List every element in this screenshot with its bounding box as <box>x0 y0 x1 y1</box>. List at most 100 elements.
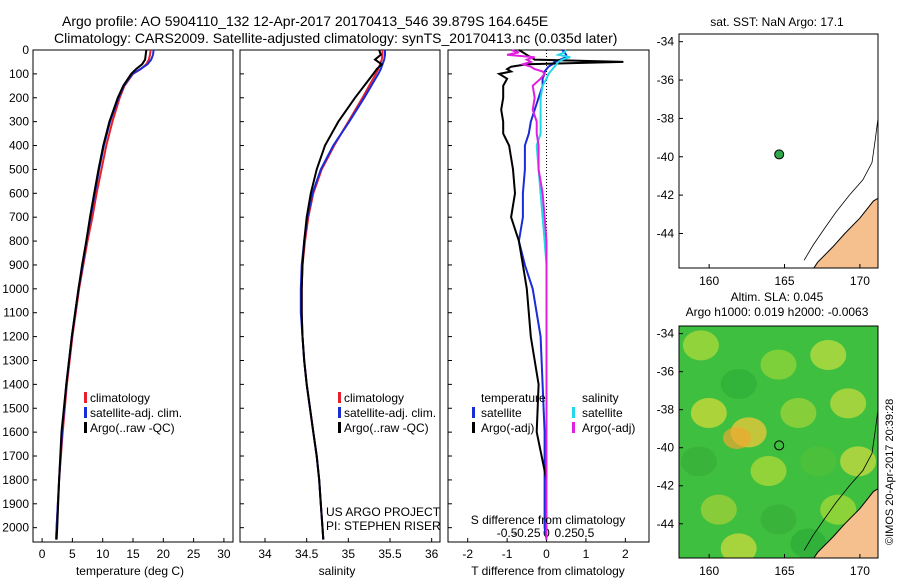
temperature-panel: 0100200300400500600700800900100011001200… <box>2 43 234 578</box>
legend-swatch-sat <box>338 407 341 418</box>
temperature-legend: climatology satellite-adj. clim. Argo(..… <box>84 391 182 435</box>
lat-tick-label: -44 <box>657 226 675 240</box>
sla-patch <box>750 456 787 486</box>
legend-s-argo: Argo(-adj) <box>582 421 635 435</box>
sla-patch <box>760 504 797 535</box>
sla-patch <box>690 398 727 428</box>
lat-tick-label: -42 <box>657 479 675 493</box>
x-tick-label: -1 <box>502 547 513 561</box>
lat-tick-label: -34 <box>657 327 675 341</box>
depth-tick-label: 1900 <box>2 497 29 511</box>
lon-tick-label: 170 <box>850 564 870 578</box>
argo-float-marker <box>774 440 785 451</box>
salinity-x-axis: 34 34.5 35 35.5 36 <box>240 49 439 561</box>
credit-project: US ARGO PROJECT <box>326 505 441 519</box>
depth-tick-label: 0 <box>22 43 29 57</box>
header-line-2: Climatology: CARS2009. Satellite-adjuste… <box>54 30 617 46</box>
legend-s-sat: satellite <box>582 406 623 420</box>
x-tick-label: 34.5 <box>295 547 319 561</box>
imos-stamp: ©IMOS 20-Apr-2017 20:39:28 <box>884 399 896 545</box>
depth-tick-label: 1700 <box>2 449 29 463</box>
depth-tick-label: 800 <box>9 234 29 248</box>
lat-tick-label: -36 <box>657 365 675 379</box>
s-tick-label: -0.5 <box>497 526 518 540</box>
x-tick-label: 0 <box>39 547 46 561</box>
salinity-series <box>299 49 386 540</box>
legend-argo: Argo(..raw -QC) <box>344 421 429 435</box>
sla-patch <box>720 533 757 558</box>
lon-tick-label: 165 <box>775 564 795 578</box>
legend-sat: satellite-adj. clim. <box>90 406 182 420</box>
x-tick-label: 34 <box>258 547 272 561</box>
lon-tick-label: 170 <box>850 274 870 288</box>
x-tick-label: 35.5 <box>378 547 402 561</box>
s-tick-label: 0.5 <box>578 526 595 540</box>
sla-patch <box>680 446 717 477</box>
x-tick-label: 15 <box>126 547 140 561</box>
legend-t-argo: Argo(-adj) <box>481 421 534 435</box>
difference-legend: temperature satellite Argo(-adj) salinit… <box>472 391 635 435</box>
sal-argo-line <box>300 49 384 540</box>
salinity-panel: 34 34.5 35 35.5 36 salinity climatology sate… <box>239 49 441 578</box>
sla-map-panel: Altim. SLA: 0.045 Argo h1000: 0.019 h200… <box>657 290 879 578</box>
x-tick-label: 36 <box>425 547 439 561</box>
depth-tick-label: 1100 <box>3 306 29 320</box>
legend-swatch-s-argo <box>572 422 575 433</box>
s-tick-label: -0.25 <box>513 526 541 540</box>
legend-swatch-clim <box>84 392 87 403</box>
depth-tick-label: 100 <box>9 67 29 81</box>
sla-patch <box>810 340 847 370</box>
legend-swatch-clim <box>338 392 341 403</box>
lat-tick-label: -40 <box>657 441 675 455</box>
x-tick-label: 25 <box>187 547 201 561</box>
temperature-xlabel: temperature (deg C) <box>76 564 184 578</box>
lat-tick-label: -44 <box>657 517 675 531</box>
depth-tick-label: 200 <box>9 91 29 105</box>
depth-tick-label: 2000 <box>2 521 29 535</box>
temperature-axes-frame <box>32 49 234 543</box>
sla-patch <box>830 388 867 419</box>
sla-patch <box>780 398 817 428</box>
lon-tick-label: 160 <box>699 564 719 578</box>
legend-swatch-argo <box>338 422 341 433</box>
sla-patch <box>840 446 877 477</box>
credit-pi: PI: STEPHEN RISER <box>326 519 441 533</box>
legend-clim: climatology <box>344 391 404 405</box>
sla-patch <box>682 330 719 361</box>
diff-t-sat-line <box>517 49 568 540</box>
legend-s-title: salinity <box>582 391 619 405</box>
depth-tick-label: 1500 <box>2 401 29 415</box>
depth-tick-label: 600 <box>9 186 29 200</box>
x-tick-label: 10 <box>96 547 110 561</box>
depth-tick-label: 1600 <box>2 425 29 439</box>
x-tick-label: 30 <box>217 547 231 561</box>
depth-tick-label: 900 <box>9 258 29 272</box>
sst-map-panel: sat. SST: NaN Argo: 17.1 -34 -36 -38 -40 -42… <box>657 15 879 288</box>
x-tick-label: 2 <box>622 547 629 561</box>
lat-tick-label: -34 <box>657 35 675 49</box>
legend-clim: climatology <box>90 391 150 405</box>
sla-map-title-2: Argo h1000: 0.019 h2000: -0.0063 <box>686 305 869 319</box>
legend-t-title: temperature <box>481 391 546 405</box>
sla-patch <box>700 494 737 525</box>
depth-contour <box>803 409 878 551</box>
sla-patch <box>800 446 837 477</box>
lon-tick-label: 165 <box>775 274 795 288</box>
lat-tick-label: -40 <box>657 150 675 164</box>
s-tick-label: 0.25 <box>555 526 579 540</box>
diff-s-argo-line <box>506 49 548 540</box>
sst-map-title: sat. SST: NaN Argo: 17.1 <box>710 15 844 29</box>
s-difference-label: S difference from climatology <box>471 513 626 527</box>
difference-axes-frame <box>447 49 650 543</box>
sla-patch <box>760 349 797 380</box>
legend-sat: satellite-adj. clim. <box>344 406 436 420</box>
depth-tick-label: 500 <box>9 162 29 176</box>
lat-tick-label: -38 <box>657 111 675 125</box>
legend-swatch-t-argo <box>472 422 475 433</box>
sla-map-area: -34 -36 -38 -40 -42 -44 160 165 170 <box>657 325 879 578</box>
map-contents <box>803 118 878 268</box>
legend-swatch-argo <box>84 422 87 433</box>
